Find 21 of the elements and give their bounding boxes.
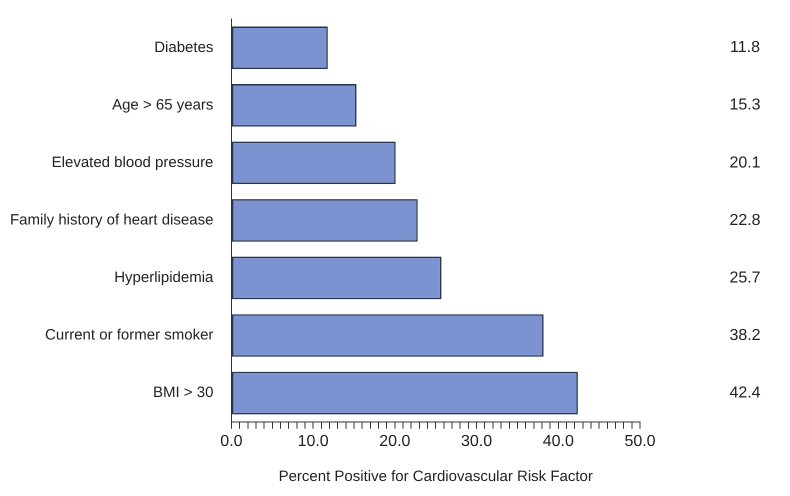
y-tick-label: Hyperlipidemia (114, 269, 214, 286)
x-tick-label: 40.0 (542, 432, 574, 450)
data-label: 38.2 (729, 326, 761, 344)
data-label: 20.1 (729, 154, 761, 172)
x-axis-title: Percent Positive for Cardiovascular Risk Factor (278, 468, 593, 486)
x-tick-label: 30.0 (460, 432, 492, 450)
x-tick-label: 10.0 (298, 432, 329, 450)
y-tick-label: Diabetes (154, 38, 214, 56)
y-tick-label: Current or former smoker (45, 326, 214, 344)
data-label: 11.8 (730, 39, 760, 56)
data-label: 42.4 (729, 384, 761, 402)
y-tick-label: Elevated blood pressure (52, 154, 214, 171)
data-label: 25.7 (729, 269, 761, 286)
x-tick-label: 50.0 (624, 432, 656, 450)
data-label: 22.8 (729, 212, 761, 229)
y-tick-label: Family history of heart disease (10, 212, 214, 229)
y-tick-label: Age > 65 years (112, 96, 214, 114)
data-label: 15.3 (729, 96, 761, 114)
y-tick-label: BMI > 30 (152, 384, 214, 402)
x-tick-label: 0.0 (220, 432, 243, 450)
x-tick-label: 20.0 (379, 432, 411, 450)
